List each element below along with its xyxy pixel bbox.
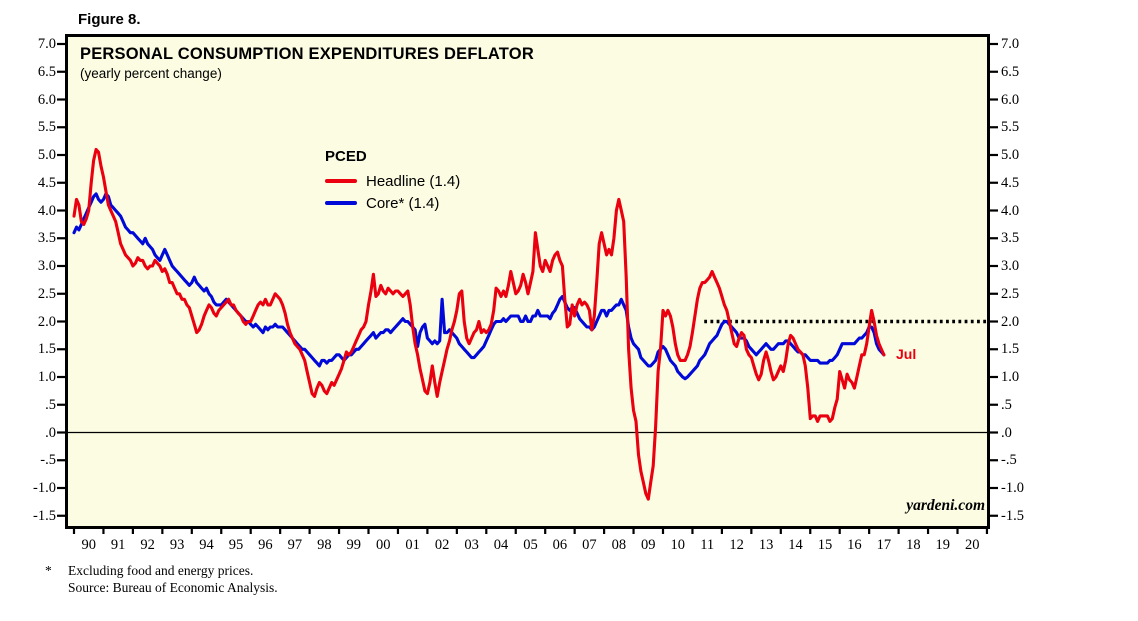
footnote-block: * Excluding food and energy prices. Sour… bbox=[45, 562, 278, 596]
x-tick-label: 12 bbox=[729, 537, 744, 553]
y-tick-label: 6.5 bbox=[1001, 63, 1020, 80]
x-tick-label: 99 bbox=[346, 537, 362, 553]
x-tick-label: 91 bbox=[110, 537, 126, 553]
x-tick-label: 98 bbox=[317, 537, 332, 553]
footnote-spacer bbox=[45, 579, 68, 596]
plot-area bbox=[65, 34, 990, 529]
x-tick-label: 14 bbox=[788, 537, 803, 553]
footnote-line1: Excluding food and energy prices. bbox=[68, 563, 254, 578]
legend-label-core: Core* (1.4) bbox=[366, 194, 440, 212]
y-tick-label: -.5 bbox=[1001, 452, 1017, 469]
y-tick-label: 2.5 bbox=[37, 285, 56, 302]
x-tick-label: 95 bbox=[228, 537, 244, 553]
y-tick-label: -1.5 bbox=[1001, 507, 1024, 524]
y-tick-label: -1.5 bbox=[33, 507, 56, 524]
y-tick-label: 3.0 bbox=[1001, 258, 1020, 274]
y-tick-label: .0 bbox=[1001, 424, 1012, 441]
y-tick-label: 5.0 bbox=[37, 147, 56, 163]
watermark: yardeni.com bbox=[906, 497, 985, 514]
y-tick-label: .0 bbox=[45, 424, 56, 441]
y-tick-label: 1.0 bbox=[1001, 369, 1020, 385]
x-tick-label: 13 bbox=[758, 537, 774, 553]
y-tick-label: 4.0 bbox=[1001, 202, 1020, 219]
core-line-swatch bbox=[325, 200, 357, 206]
headline-line-swatch bbox=[325, 178, 357, 184]
footnote-marker: * bbox=[45, 563, 52, 578]
x-tick-label: 94 bbox=[199, 537, 214, 553]
x-tick-label: 17 bbox=[876, 537, 892, 553]
y-tick-label: -1.0 bbox=[1001, 480, 1024, 496]
legend-item-core: Core* (1.4) bbox=[325, 192, 460, 214]
y-tick-label: 5.0 bbox=[1001, 147, 1020, 163]
x-tick-label: 02 bbox=[434, 537, 450, 553]
y-tick-label: 3.0 bbox=[37, 258, 56, 274]
y-tick-label: 4.5 bbox=[1001, 174, 1020, 191]
x-tick-label: 18 bbox=[906, 537, 921, 553]
legend-item-headline: Headline (1.4) bbox=[325, 170, 460, 192]
y-tick-label: 4.5 bbox=[37, 174, 56, 191]
chart-subtitle: (yearly percent change) bbox=[80, 66, 222, 81]
x-tick-label: 05 bbox=[523, 537, 538, 553]
x-tick-label: 06 bbox=[552, 537, 568, 553]
x-tick-label: 96 bbox=[258, 537, 273, 553]
y-tick-label: 7.0 bbox=[1001, 36, 1020, 52]
chart-title: PERSONAL CONSUMPTION EXPENDITURES DEFLAT… bbox=[80, 45, 534, 63]
legend-label-headline: Headline (1.4) bbox=[366, 172, 461, 190]
x-tick-label: 03 bbox=[464, 537, 479, 553]
figure-label: Figure 8. bbox=[78, 11, 141, 28]
x-tick-label: 09 bbox=[641, 537, 656, 553]
x-tick-label: 19 bbox=[935, 537, 951, 553]
x-tick-label: 15 bbox=[817, 537, 833, 553]
y-tick-label: 3.5 bbox=[1001, 230, 1020, 247]
x-tick-label: 92 bbox=[140, 537, 155, 553]
y-tick-label: -1.0 bbox=[33, 480, 56, 496]
x-tick-label: 97 bbox=[287, 537, 303, 553]
y-tick-label: 5.5 bbox=[1001, 119, 1020, 136]
x-tick-label: 01 bbox=[405, 537, 420, 553]
last-point-annotation: Jul bbox=[896, 346, 917, 362]
y-tick-label: 6.5 bbox=[37, 63, 56, 80]
x-tick-label: 10 bbox=[670, 537, 685, 553]
y-tick-label: 2.5 bbox=[1001, 285, 1020, 302]
x-tick-label: 93 bbox=[169, 537, 185, 553]
y-tick-label: 1.0 bbox=[37, 369, 56, 385]
y-tick-label: 2.0 bbox=[1001, 313, 1020, 330]
y-tick-label: 4.0 bbox=[37, 202, 56, 219]
y-tick-label: 7.0 bbox=[37, 36, 56, 52]
x-tick-label: 11 bbox=[700, 537, 715, 553]
x-tick-label: 16 bbox=[847, 537, 862, 553]
x-tick-label: 08 bbox=[611, 537, 627, 553]
y-tick-label: 6.0 bbox=[1001, 91, 1020, 108]
x-tick-label: 20 bbox=[964, 537, 980, 553]
legend: PCED Headline (1.4) Core* (1.4) bbox=[325, 148, 460, 214]
y-tick-label: 1.5 bbox=[37, 341, 56, 358]
legend-heading: PCED bbox=[325, 148, 367, 165]
y-tick-label: 1.5 bbox=[1001, 341, 1020, 358]
y-tick-label: 3.5 bbox=[37, 230, 56, 247]
x-tick-label: 04 bbox=[493, 537, 509, 553]
footnote-line2: Source: Bureau of Economic Analysis. bbox=[68, 580, 278, 595]
y-tick-label: 5.5 bbox=[37, 119, 56, 136]
y-tick-label: -.5 bbox=[40, 452, 56, 469]
x-tick-label: 07 bbox=[582, 537, 597, 553]
y-tick-label: .5 bbox=[1001, 396, 1012, 413]
y-tick-label: .5 bbox=[45, 396, 56, 413]
x-tick-label: 90 bbox=[81, 537, 96, 553]
y-tick-label: 6.0 bbox=[37, 91, 56, 108]
x-tick-label: 00 bbox=[375, 537, 391, 553]
y-tick-label: 2.0 bbox=[37, 313, 56, 330]
